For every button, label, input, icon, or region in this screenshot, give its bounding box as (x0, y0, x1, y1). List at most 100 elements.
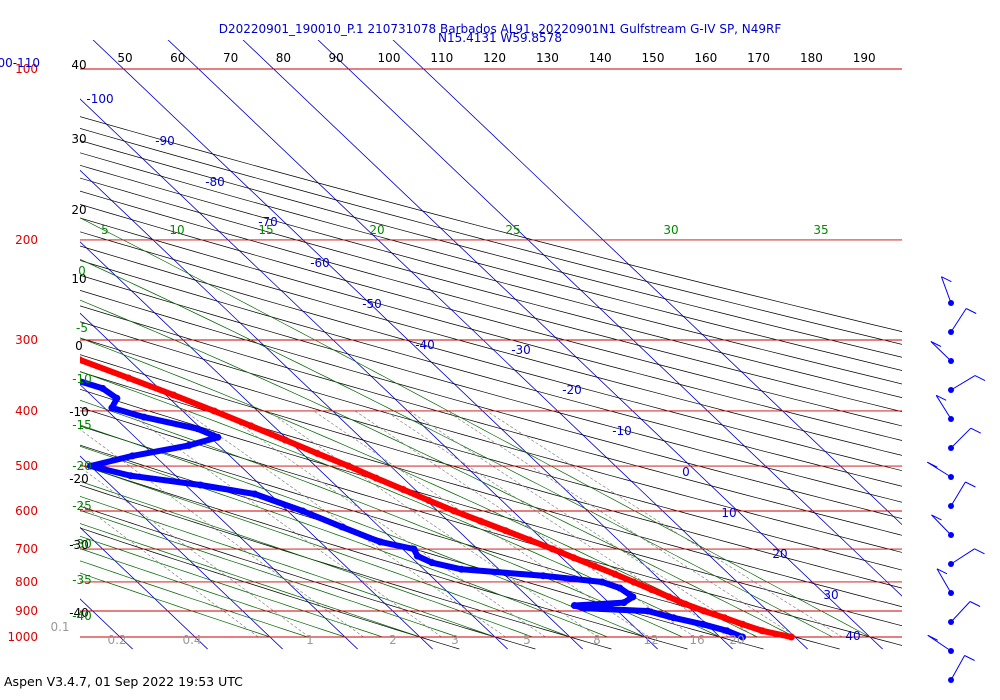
dewpoint-point (581, 604, 589, 612)
temperature-point (477, 517, 484, 525)
wind-barb (935, 394, 954, 422)
temperature-point (681, 600, 689, 608)
theta-e-label: 0 (78, 264, 86, 278)
wind-barb (927, 634, 954, 654)
mixing-ratio-line (354, 410, 695, 638)
dewpoint-point (251, 490, 259, 498)
isotherm-label: -90 (155, 134, 175, 148)
pressure-label: 400 (15, 404, 38, 418)
pressure-label: 900 (15, 604, 38, 618)
pressure-label: 500 (15, 459, 38, 473)
moist-adiabat-line (80, 548, 346, 638)
isotherm-label: 40 (845, 629, 860, 643)
top-scale-left-label: 100-110 (0, 56, 40, 70)
isotherm-line (80, 526, 208, 650)
mixing-ratio-label: 12 (643, 633, 658, 647)
top-scale-tick: 100 (378, 51, 401, 65)
theta-e-label: -35 (72, 573, 92, 587)
moist-adiabat-line (80, 496, 496, 638)
dewpoint-point (570, 602, 578, 609)
top-scale-tick: 70 (223, 51, 238, 65)
dewpoint-point (299, 507, 307, 515)
wind-barb (948, 308, 977, 335)
moist-adiabat-line (80, 337, 758, 638)
pressure-label: 700 (15, 542, 38, 556)
pressure-label: 800 (15, 575, 38, 589)
dry-adiabat-line (80, 444, 764, 650)
top-scale-tick: 180 (800, 51, 823, 65)
isotherm-label: -20 (562, 383, 582, 397)
isotherm-label: 0 (682, 465, 690, 479)
dry-adiabat-line (80, 128, 902, 345)
temperature-point (450, 507, 458, 515)
theta-e-label: -15 (72, 418, 92, 432)
dewpoint-point (670, 614, 678, 622)
left-scale-tick: 0 (75, 339, 83, 353)
dewpoint-point (99, 384, 107, 392)
theta-e-label: 25 (505, 223, 520, 237)
dry-adiabat-line (80, 407, 902, 646)
dewpoint-point (194, 425, 202, 433)
mixing-ratio-label: 20 (729, 633, 744, 647)
dry-adiabat-line (80, 289, 902, 519)
left-scale-tick: 10 (71, 272, 86, 286)
dewpoint-point (644, 607, 652, 615)
moist-adiabat-line (80, 445, 608, 638)
top-scale-tick: 170 (747, 51, 770, 65)
temperature-point (399, 486, 407, 493)
wind-barb (931, 514, 954, 538)
dewpoint-point (410, 545, 418, 553)
wind-barb (948, 601, 981, 625)
pressure-label: 200 (15, 233, 38, 247)
dewpoint-point (140, 413, 148, 421)
dewpoint-point (338, 523, 346, 531)
dry-adiabat-line (80, 204, 902, 427)
dewpoint-point (127, 472, 135, 480)
dewpoint-point (598, 578, 606, 586)
dewpoint-point (196, 481, 204, 489)
isotherm-line (92, 40, 733, 650)
temperature-point (425, 497, 433, 504)
wind-barbs (927, 276, 986, 683)
wind-barb (948, 481, 976, 509)
wind-barb (948, 655, 975, 683)
top-scale-tick: 80 (276, 51, 291, 65)
moist-adiabat-line (80, 572, 271, 638)
mixing-ratio-label: 0.1 (50, 620, 69, 634)
left-scale-tick: -40 (69, 606, 89, 620)
wind-barb (940, 276, 954, 306)
moist-adiabat-line (80, 399, 683, 638)
footer-text: Aspen V3.4.7, 01 Sep 2022 19:53 UTC (4, 674, 243, 689)
pressure-label: 300 (15, 333, 38, 347)
dewpoint-point (108, 404, 116, 412)
left-scale-tick: -30 (69, 538, 89, 552)
dewpoint-point (428, 559, 436, 567)
isotherm-line (80, 384, 358, 650)
pressure-label: 600 (15, 504, 38, 518)
temperature-point (247, 422, 255, 430)
top-scale-tick: 140 (589, 51, 612, 65)
dry-adiabat-line (80, 177, 902, 399)
isotherm-label: 20 (772, 547, 787, 561)
moist-adiabat-line (80, 299, 796, 638)
dewpoint-point (723, 627, 731, 635)
left-scale-tick: 20 (71, 203, 86, 217)
dry-adiabat-line (80, 371, 902, 608)
temperature-point (591, 562, 598, 570)
dry-adiabat-line (80, 190, 902, 413)
left-scale-tick: -10 (69, 405, 89, 419)
dry-adiabat-line (80, 337, 902, 571)
temperature-point (570, 554, 578, 562)
wind-barb (948, 375, 986, 393)
mixing-ratio-line (80, 502, 259, 638)
theta-e-label: -10 (72, 372, 92, 386)
mixing-ratio-line (486, 410, 843, 638)
temperature-point (281, 436, 289, 444)
theta-e-label: 15 (258, 223, 273, 237)
temperature-point (526, 536, 534, 544)
moist-adiabat-line (80, 464, 571, 638)
mixing-ratio-line (80, 466, 310, 638)
temperature-point (787, 633, 795, 641)
dry-adiabat-line (80, 464, 688, 650)
temperature-point (647, 586, 655, 593)
